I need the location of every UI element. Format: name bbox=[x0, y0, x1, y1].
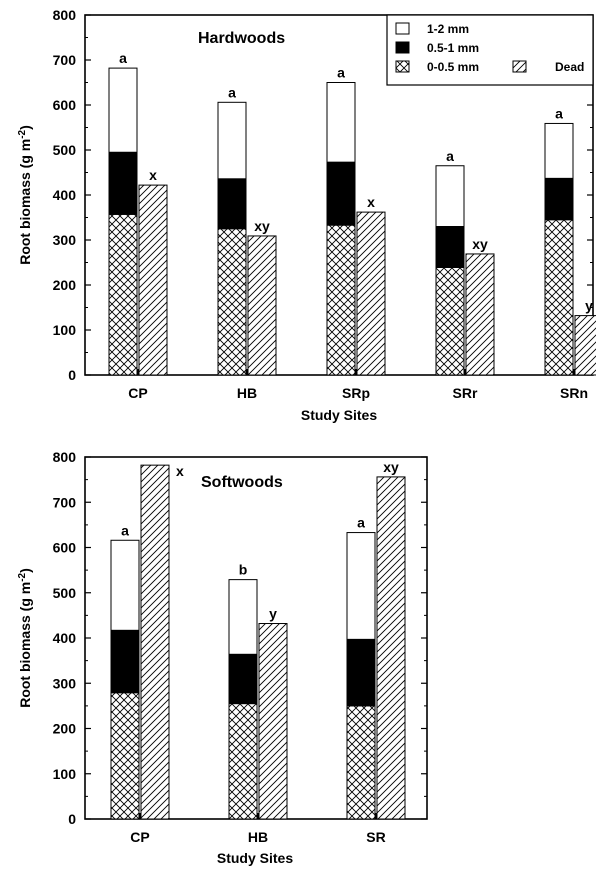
dead-significance-letter: x bbox=[176, 463, 184, 479]
legend-swatch-0-0.5-mm bbox=[395, 60, 410, 73]
legend-label-0.5-1-mm: 0.5-1 mm bbox=[427, 41, 479, 55]
dead-significance-letter: xy bbox=[383, 459, 399, 475]
legend: 1-2 mm 0.5-1 mm 0-0.5 mm Dead bbox=[386, 14, 594, 86]
x-tick-label: SR bbox=[366, 829, 385, 845]
live-significance-letter: a bbox=[446, 148, 454, 164]
softwoods-y-axis-title: Root biomass (g m-2) bbox=[17, 568, 33, 708]
bar-segment-0-0.5-mm bbox=[108, 213, 138, 376]
bar-dead bbox=[376, 476, 406, 820]
bar-segment-0.5-1-mm bbox=[544, 177, 574, 221]
softwoods-title: Softwoods bbox=[201, 474, 283, 491]
bar-segment-0-0.5-mm bbox=[544, 219, 574, 376]
legend-box bbox=[386, 14, 594, 86]
bar-segment-0.5-1-mm bbox=[228, 653, 258, 705]
bar-segment-0.5-1-mm bbox=[435, 226, 465, 268]
hardwoods-title: Hardwoods bbox=[198, 30, 285, 47]
bar-segment-0.5-1-mm bbox=[110, 629, 140, 694]
bar-segment-0.5-1-mm bbox=[346, 638, 376, 707]
y-tick-label: 700 bbox=[53, 52, 77, 68]
bar-segment-0-0.5-mm bbox=[110, 692, 140, 820]
x-tick-label: CP bbox=[128, 385, 147, 401]
y-tick-label: 400 bbox=[53, 187, 77, 203]
bar-dead bbox=[465, 253, 495, 376]
bar-segment-1-2-mm bbox=[435, 165, 465, 227]
bar-segment-1-2-mm bbox=[217, 101, 247, 180]
y-tick-label: 0 bbox=[68, 811, 76, 827]
live-significance-letter: a bbox=[337, 65, 345, 81]
live-significance-letter: a bbox=[119, 50, 127, 66]
y-tick-label: 300 bbox=[53, 675, 77, 691]
live-significance-letter: a bbox=[357, 515, 365, 531]
live-significance-letter: a bbox=[228, 84, 236, 100]
dead-significance-letter: xy bbox=[472, 236, 488, 252]
bar-segment-1-2-mm bbox=[326, 82, 356, 163]
y-tick-label: 200 bbox=[53, 277, 77, 293]
legend-swatch-1-2-mm bbox=[395, 22, 410, 35]
bar-segment-1-2-mm bbox=[346, 532, 376, 640]
hardwoods-y-axis-title: Root biomass (g m-2) bbox=[17, 125, 33, 265]
legend-label-0-0.5-mm: 0-0.5 mm bbox=[427, 60, 479, 74]
dead-significance-letter: x bbox=[367, 194, 375, 210]
x-tick-label: SRp bbox=[342, 385, 370, 401]
bar-dead bbox=[574, 315, 596, 376]
y-tick-label: 500 bbox=[53, 585, 77, 601]
y-tick-label: 200 bbox=[53, 721, 77, 737]
y-tick-label: 100 bbox=[53, 322, 77, 338]
x-tick-label: SRr bbox=[453, 385, 478, 401]
y-tick-label: 100 bbox=[53, 766, 77, 782]
live-significance-letter: a bbox=[121, 522, 129, 538]
bar-segment-0-0.5-mm bbox=[326, 224, 356, 376]
bar-segment-1-2-mm bbox=[108, 67, 138, 153]
bar-dead bbox=[247, 235, 277, 376]
dead-significance-letter: y bbox=[585, 298, 593, 314]
hardwoods-bars: a x a xy a x a xy a y bbox=[108, 50, 596, 376]
bar-segment-1-2-mm bbox=[544, 122, 574, 179]
y-tick-label: 0 bbox=[68, 367, 76, 383]
bar-segment-1-2-mm bbox=[110, 539, 140, 631]
y-tick-label: 800 bbox=[53, 7, 77, 23]
bar-segment-0-0.5-mm bbox=[435, 266, 465, 376]
legend-label-dead: Dead bbox=[555, 60, 584, 74]
bar-segment-0.5-1-mm bbox=[217, 178, 247, 230]
hardwoods-x-axis-title: Study Sites bbox=[301, 407, 377, 423]
y-tick-label: 500 bbox=[53, 142, 77, 158]
bar-segment-1-2-mm bbox=[228, 579, 258, 655]
bar-segment-0.5-1-mm bbox=[108, 151, 138, 215]
x-tick-label: SRn bbox=[560, 385, 588, 401]
softwoods-x-axis-title: Study Sites bbox=[217, 850, 293, 866]
y-tick-label: 600 bbox=[53, 97, 77, 113]
dead-significance-letter: xy bbox=[254, 218, 270, 234]
softwoods-bars: a x b y a xy bbox=[110, 459, 406, 820]
bar-dead bbox=[140, 464, 170, 820]
x-tick-label: HB bbox=[248, 829, 268, 845]
bar-segment-0-0.5-mm bbox=[217, 228, 247, 376]
y-tick-label: 400 bbox=[53, 630, 77, 646]
bar-segment-0-0.5-mm bbox=[346, 705, 376, 820]
live-significance-letter: a bbox=[555, 105, 563, 121]
bar-dead bbox=[356, 211, 386, 376]
softwoods-panel: Softwoods 0 100 200 300 400 500 600 700 800 a x b y… bbox=[17, 449, 428, 866]
hardwoods-x-tick-labels: CP HB SRp SRr SRn bbox=[128, 369, 588, 401]
x-tick-label: CP bbox=[130, 829, 149, 845]
y-tick-label: 600 bbox=[53, 540, 77, 556]
y-tick-label: 300 bbox=[53, 232, 77, 248]
legend-swatch-dead bbox=[512, 60, 527, 73]
dead-significance-letter: x bbox=[149, 167, 157, 183]
y-tick-label: 800 bbox=[53, 449, 77, 465]
legend-label-1-2-mm: 1-2 mm bbox=[427, 22, 469, 36]
bar-segment-0-0.5-mm bbox=[228, 703, 258, 820]
softwoods-y-ticks: 0 100 200 300 400 500 600 700 800 bbox=[53, 449, 427, 827]
x-tick-label: HB bbox=[237, 385, 257, 401]
legend-swatch-0.5-1-mm bbox=[395, 41, 410, 54]
softwoods-x-tick-labels: CP HB SR bbox=[130, 813, 386, 845]
bar-dead bbox=[138, 184, 168, 376]
bar-dead bbox=[258, 623, 288, 820]
hardwoods-y-ticks: 0 100 200 300 400 500 600 700 800 bbox=[53, 7, 593, 383]
dead-significance-letter: y bbox=[269, 606, 277, 622]
y-tick-label: 700 bbox=[53, 494, 77, 510]
live-significance-letter: b bbox=[239, 562, 248, 578]
hardwoods-panel: Hardwoods 0 100 200 300 400 500 600 700 800 a x a x… bbox=[17, 7, 596, 423]
bar-segment-0.5-1-mm bbox=[326, 161, 356, 226]
